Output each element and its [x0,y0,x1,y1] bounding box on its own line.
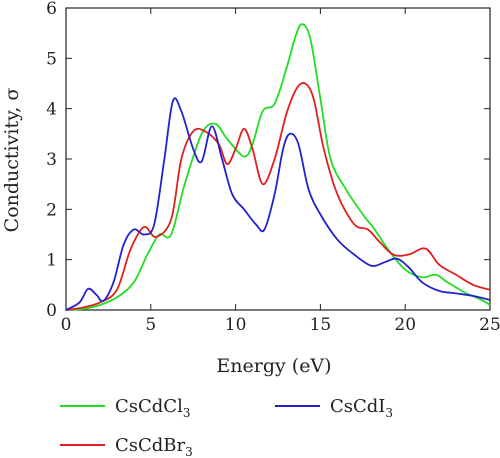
legend-label: CsCdI3 [330,396,393,420]
y-axis-label: Conductivity, σ [1,88,23,233]
x-tick-label: 10 [225,315,247,335]
series-line-cscdbr3 [65,81,491,311]
plot-frame [65,7,491,311]
y-tick-label: 0 [46,301,57,321]
y-tick-label: 3 [46,150,57,170]
x-tick-label: 25 [479,315,500,335]
x-axis-label: Energy (eV) [216,355,331,377]
x-tick-label: 15 [310,315,332,335]
series-line-cscdcl3 [65,23,491,311]
legend-label: CsCdCl3 [115,396,190,420]
legend-label: CsCdBr3 [115,435,193,458]
legend: CsCdCl3 CsCdBr3 CsCdI3 [60,396,393,458]
y-tick-label: 1 [46,251,57,271]
y-tick-label: 5 [46,49,57,69]
series-layer [65,23,491,311]
series-line-cscdi3 [65,97,491,311]
x-tick-label: 5 [145,315,156,335]
y-tick-label: 4 [46,100,57,120]
x-tick-label: 20 [394,315,416,335]
y-tick-label: 6 [46,0,57,19]
x-tick-label: 0 [61,315,72,335]
axis-ticks: 0 5 10 15 20 25 0 1 2 3 4 5 6 [46,0,500,335]
y-tick-label: 2 [46,200,57,220]
